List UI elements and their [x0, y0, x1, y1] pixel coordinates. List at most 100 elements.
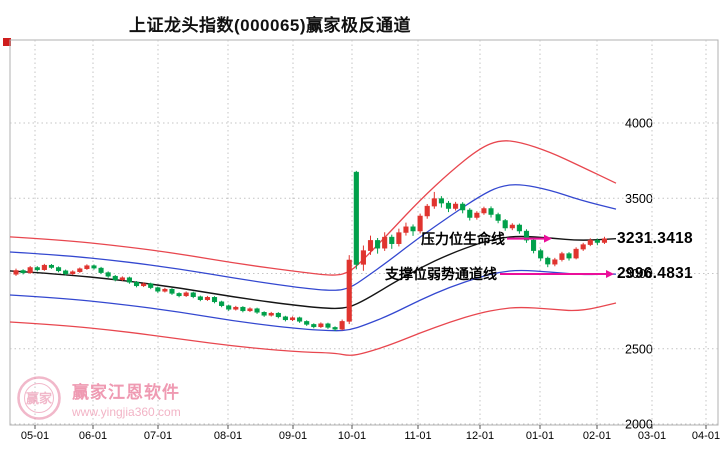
resistance-arrow-arrowhead-icon: [544, 234, 552, 243]
x-axis-label: 01-01: [526, 430, 554, 442]
candle-down: [325, 323, 331, 328]
candle-down: [91, 265, 97, 269]
x-axis-label: 05-01: [21, 430, 49, 442]
candle-down: [445, 202, 452, 209]
candle-up: [424, 205, 430, 217]
candle-down: [105, 272, 111, 277]
x-axis-label: 09-01: [279, 430, 307, 442]
channel-line-life-line-middle-black: [9, 235, 617, 310]
candle-up: [396, 232, 402, 244]
candle-up: [559, 253, 565, 260]
candle-down: [261, 312, 267, 316]
candle-up: [403, 226, 409, 233]
candle-down: [438, 198, 444, 204]
candle-up: [183, 292, 189, 297]
candle-up: [417, 215, 423, 232]
plot-border: [9, 39, 719, 426]
candle-up: [84, 265, 90, 269]
candle-up: [233, 306, 239, 310]
x-axis-label: 12-01: [466, 430, 494, 442]
candle-down: [304, 321, 310, 325]
watermark-logo-icon: 赢家: [17, 376, 61, 420]
support-arrow-arrowhead-icon: [606, 270, 614, 279]
candle-up: [552, 259, 558, 265]
candle-up: [162, 288, 168, 292]
candle-down: [297, 317, 303, 322]
resistance-value: 3231.3418: [617, 230, 693, 247]
candle-down: [545, 257, 551, 265]
candle-down: [112, 275, 118, 281]
candle-up: [453, 203, 459, 209]
candle-up: [587, 239, 593, 245]
y-axis-label: 3000: [625, 267, 653, 281]
candle-down: [226, 305, 232, 310]
candle-up: [580, 244, 586, 250]
y-axis-label: 2500: [625, 342, 653, 356]
x-axis-label: 06-01: [79, 430, 107, 442]
candle-down: [34, 267, 40, 271]
candle-down: [20, 270, 26, 274]
candle-down: [169, 288, 175, 294]
x-axis-label: 04-01: [692, 430, 720, 442]
y-axis-label: 2000: [625, 418, 653, 432]
candle-down: [389, 236, 395, 244]
candle-up: [339, 321, 345, 330]
candle-up: [360, 250, 366, 265]
y-axis-label: 3500: [625, 192, 653, 206]
candle-down: [332, 327, 338, 330]
candle-up: [509, 224, 515, 229]
candle-up: [77, 268, 83, 272]
candle-down: [148, 283, 154, 288]
candle-down: [275, 312, 281, 318]
x-axis-label: 07-01: [144, 430, 172, 442]
candle-up: [204, 297, 210, 300]
candle-up: [268, 312, 274, 316]
candle-down: [176, 293, 182, 297]
x-axis-label: 03-01: [638, 430, 666, 442]
candle-down: [594, 239, 600, 243]
candle-down: [190, 292, 196, 297]
channel-line-resistance-outer-red-upper: [9, 140, 617, 276]
candle-down: [211, 297, 218, 303]
candle-up: [70, 271, 76, 275]
watermark-url: www.yingjia360.com: [72, 404, 181, 419]
candle-up: [346, 259, 352, 322]
candle-down: [282, 316, 288, 321]
candle-down: [48, 264, 55, 268]
candle-down: [353, 171, 359, 265]
candle-down: [531, 239, 537, 251]
x-axis-label: 02-01: [583, 430, 611, 442]
candle-down: [495, 214, 501, 221]
candle-up: [481, 208, 487, 214]
candle-down: [375, 240, 381, 249]
x-axis-label: 10-01: [338, 430, 366, 442]
chart-title: 上证龙头指数(000065)赢家极反通道: [128, 16, 412, 35]
candle-up: [474, 212, 480, 218]
candle-up: [141, 283, 147, 287]
watermark-texts: 赢家江恩软件 www.yingjia360.com: [72, 378, 181, 419]
candle-up: [382, 236, 388, 249]
candle-down: [126, 277, 132, 283]
corner-marker: [3, 38, 11, 46]
candle-down: [488, 208, 494, 215]
x-axis-label: 11-01: [404, 430, 431, 442]
candle-down: [155, 287, 161, 292]
x-axis-label: 08-01: [214, 430, 242, 442]
support-value: 2996.4831: [617, 265, 693, 282]
candle-down: [516, 224, 522, 232]
watermark-logo-text: 赢家: [26, 391, 53, 406]
candle-down: [523, 230, 530, 241]
candle-up: [367, 240, 374, 251]
y-axis-label: 4000: [625, 117, 653, 131]
candle-up: [289, 317, 296, 321]
candle-up: [601, 238, 608, 243]
candle-down: [133, 281, 140, 287]
candle-down: [502, 220, 508, 229]
candle-up: [41, 264, 47, 270]
candle-up: [247, 308, 253, 312]
channel-line-support-outer-red-lower: [9, 302, 617, 356]
candle-up: [13, 270, 19, 275]
channel-line-strong-channel-blue-upper: [9, 184, 617, 291]
